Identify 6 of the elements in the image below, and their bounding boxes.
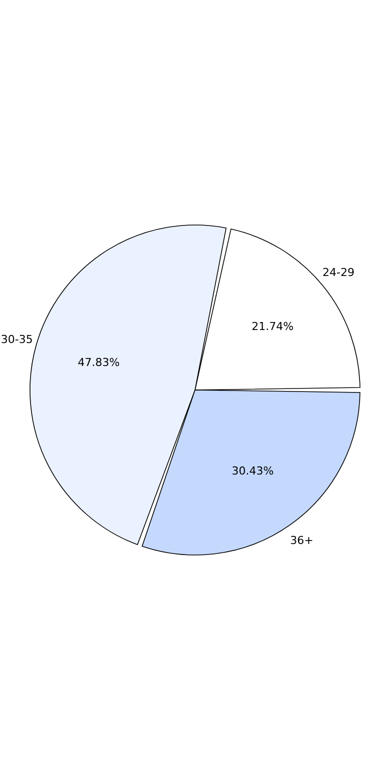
data-label: 47.83% (78, 356, 120, 370)
data-label: 30.43% (232, 464, 274, 478)
data-label: 21.74% (252, 320, 294, 333)
slice-label: 36+ (290, 534, 314, 548)
slice-label: 24-29 (322, 266, 354, 280)
slice-label: 30-35 (0, 333, 33, 346)
